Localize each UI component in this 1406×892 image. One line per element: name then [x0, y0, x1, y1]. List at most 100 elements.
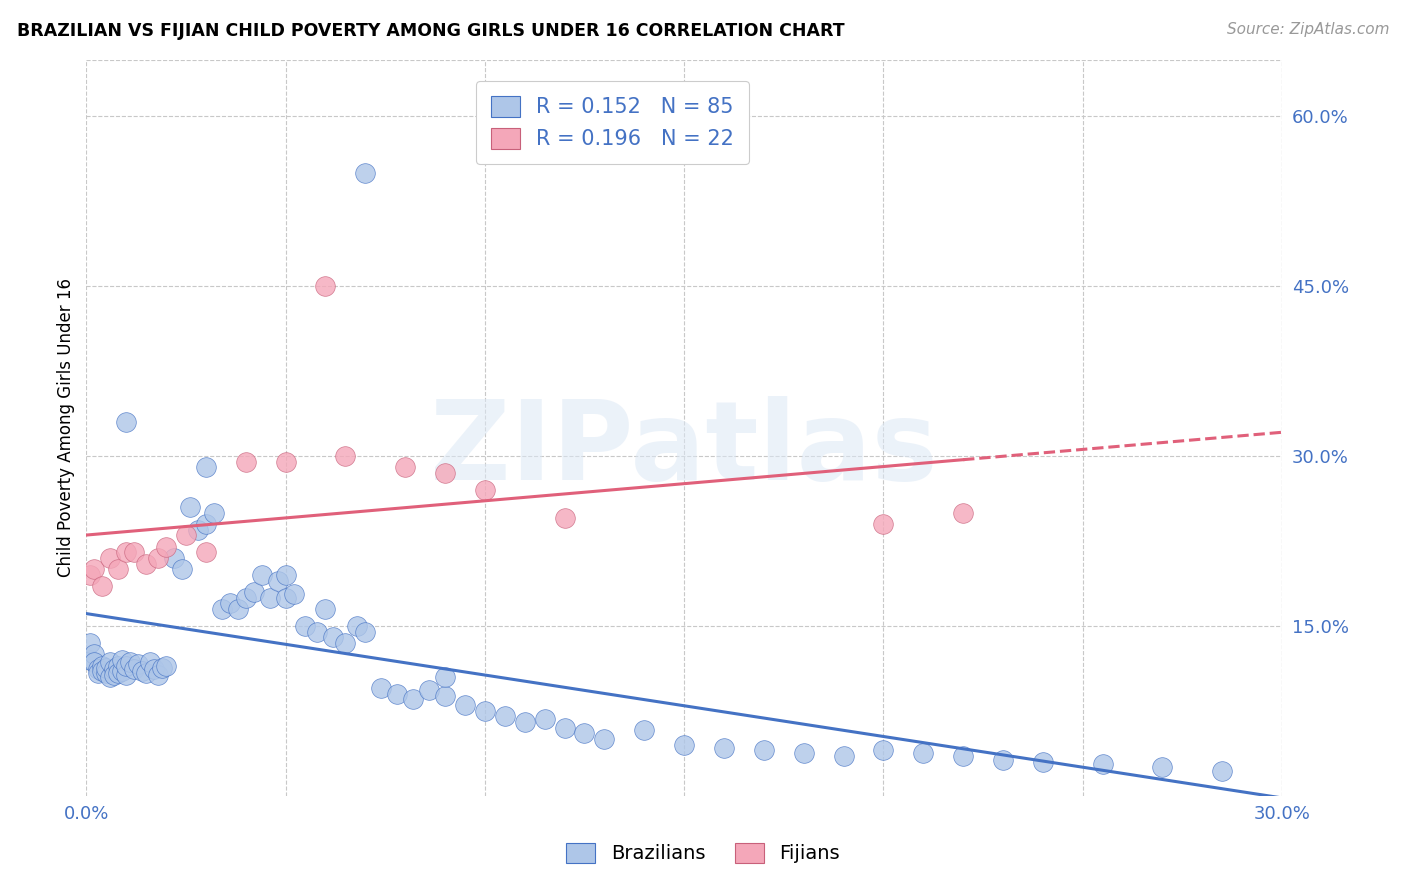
- Point: [150, 661, 173, 675]
- Point: [1152, 760, 1174, 774]
- Point: [633, 723, 655, 737]
- Point: [346, 619, 368, 633]
- Point: [370, 681, 392, 695]
- Point: [103, 662, 125, 676]
- Point: [146, 667, 169, 681]
- Point: [131, 664, 153, 678]
- Point: [673, 738, 696, 752]
- Point: [433, 689, 456, 703]
- Point: [115, 658, 138, 673]
- Point: [139, 655, 162, 669]
- Point: [98, 550, 121, 565]
- Point: [259, 591, 281, 605]
- Point: [574, 726, 596, 740]
- Point: [474, 704, 496, 718]
- Point: [418, 683, 440, 698]
- Point: [115, 545, 138, 559]
- Point: [294, 619, 316, 633]
- Point: [274, 455, 297, 469]
- Point: [163, 550, 186, 565]
- Point: [752, 743, 775, 757]
- Point: [79, 568, 101, 582]
- Point: [179, 500, 201, 514]
- Point: [872, 743, 894, 757]
- Text: BRAZILIAN VS FIJIAN CHILD POVERTY AMONG GIRLS UNDER 16 CORRELATION CHART: BRAZILIAN VS FIJIAN CHILD POVERTY AMONG …: [17, 22, 845, 40]
- Point: [115, 415, 138, 429]
- Point: [120, 655, 142, 669]
- Point: [385, 687, 408, 701]
- Point: [354, 624, 377, 639]
- Point: [307, 624, 329, 639]
- Point: [107, 666, 129, 681]
- Point: [274, 568, 297, 582]
- Point: [872, 516, 894, 531]
- Point: [96, 661, 118, 675]
- Point: [554, 511, 576, 525]
- Point: [283, 587, 305, 601]
- Point: [474, 483, 496, 497]
- Point: [832, 749, 855, 764]
- Point: [194, 460, 217, 475]
- Point: [174, 528, 197, 542]
- Point: [103, 667, 125, 681]
- Point: [314, 279, 336, 293]
- Point: [202, 506, 225, 520]
- Point: [513, 715, 536, 730]
- Point: [155, 540, 177, 554]
- Point: [533, 712, 555, 726]
- Point: [235, 591, 257, 605]
- Point: [170, 562, 193, 576]
- Point: [107, 562, 129, 576]
- Point: [991, 752, 1014, 766]
- Point: [274, 591, 297, 605]
- Point: [218, 596, 240, 610]
- Point: [127, 657, 149, 672]
- Point: [912, 746, 935, 760]
- Point: [952, 506, 974, 520]
- Point: [793, 746, 815, 760]
- Point: [194, 516, 217, 531]
- Point: [394, 460, 416, 475]
- Point: [91, 658, 114, 673]
- Point: [226, 602, 249, 616]
- Point: [314, 602, 336, 616]
- Point: [87, 662, 110, 676]
- Point: [122, 662, 145, 676]
- Point: [1032, 755, 1054, 769]
- Point: [96, 666, 118, 681]
- Point: [194, 545, 217, 559]
- Point: [433, 670, 456, 684]
- Point: [111, 653, 134, 667]
- Point: [83, 655, 105, 669]
- Point: [87, 666, 110, 681]
- Point: [433, 466, 456, 480]
- Point: [135, 557, 157, 571]
- Point: [107, 658, 129, 673]
- Point: [952, 749, 974, 764]
- Legend: Brazilians, Fijians: Brazilians, Fijians: [554, 831, 852, 875]
- Point: [235, 455, 257, 469]
- Point: [91, 664, 114, 678]
- Point: [155, 658, 177, 673]
- Point: [98, 670, 121, 684]
- Y-axis label: Child Poverty Among Girls Under 16: Child Poverty Among Girls Under 16: [58, 278, 75, 577]
- Point: [322, 630, 344, 644]
- Point: [402, 692, 425, 706]
- Point: [98, 655, 121, 669]
- Point: [122, 545, 145, 559]
- Point: [554, 721, 576, 735]
- Text: Source: ZipAtlas.com: Source: ZipAtlas.com: [1226, 22, 1389, 37]
- Point: [211, 602, 233, 616]
- Point: [713, 741, 735, 756]
- Point: [83, 647, 105, 661]
- Point: [135, 666, 157, 681]
- Point: [242, 585, 264, 599]
- Text: ZIPatlas: ZIPatlas: [430, 396, 938, 503]
- Point: [250, 568, 273, 582]
- Legend: R = 0.152   N = 85, R = 0.196   N = 22: R = 0.152 N = 85, R = 0.196 N = 22: [477, 81, 749, 164]
- Point: [143, 662, 166, 676]
- Point: [1211, 764, 1233, 778]
- Point: [79, 636, 101, 650]
- Point: [79, 653, 101, 667]
- Point: [91, 579, 114, 593]
